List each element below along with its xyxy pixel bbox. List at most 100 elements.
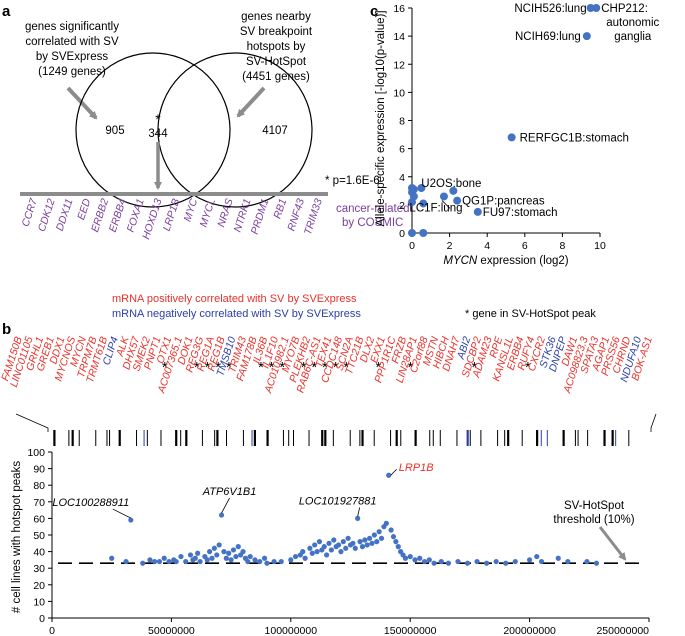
b-point [247, 553, 253, 560]
b-point [407, 553, 413, 560]
b-point [331, 537, 337, 543]
b-point [593, 560, 600, 566]
b-point [302, 555, 308, 561]
gene-star: * [311, 359, 317, 376]
b-point [223, 555, 229, 561]
c-point [453, 196, 462, 205]
c-x-tick-label: 2 [447, 240, 453, 252]
b-point [178, 553, 184, 560]
left-circle-label: genes significantly correlated with SV b… [25, 21, 119, 78]
b-point [140, 560, 146, 566]
b-y-tick-label: 0 [39, 613, 45, 625]
b-point [343, 545, 349, 551]
c-point [592, 4, 601, 12]
right-label-line-3: hotspots by [247, 41, 306, 53]
left-label-line-3: by SVExpress [36, 51, 108, 63]
b-point [464, 560, 471, 566]
overlap-star: * [155, 111, 161, 127]
b-y-tick-label: 70 [33, 497, 45, 509]
b-point [493, 558, 499, 565]
b-y-tick-label: 100 [27, 447, 45, 459]
right-only-count: 4107 [262, 125, 288, 137]
b-point [355, 515, 361, 522]
c-y-tick-label: 14 [393, 31, 405, 43]
gene-star: * [472, 359, 478, 376]
b-y-axis-label: # cell lines with hotspot peaks [11, 461, 23, 613]
c-point [582, 32, 591, 41]
b-point [161, 555, 167, 561]
b-point [364, 542, 370, 548]
b-point [211, 545, 217, 551]
top-gene-labels: FAM150BLINC01105GRHL1GREB1DDX1MYCNOSMYCN… [0, 334, 655, 395]
c-point [439, 192, 448, 201]
gene-star: * [279, 359, 285, 376]
b-point [228, 557, 234, 563]
cosmic-gene: RB1 [271, 197, 289, 220]
bracket-right [650, 413, 657, 432]
b-point [128, 517, 134, 523]
b-point [195, 550, 201, 556]
c-point [417, 184, 426, 192]
left-label-line-2: correlated with SV [25, 36, 119, 48]
b-point [187, 552, 194, 558]
b-point [340, 539, 346, 545]
b-x-tick-label: 250000000 [596, 625, 649, 636]
b-point [534, 553, 540, 560]
b-point [371, 532, 377, 538]
b-point [288, 557, 294, 563]
b-point [362, 537, 368, 543]
b-point [431, 560, 437, 566]
left-label-line-1: genes significantly [25, 21, 119, 33]
c-point-label: U2OS:bone [421, 178, 481, 190]
annotation-leader [221, 497, 230, 514]
gene-star: * [375, 359, 381, 376]
cosmic-label-line-2: by COSMIC [342, 217, 403, 229]
gene-star: * [333, 359, 339, 376]
b-point [240, 549, 246, 555]
right-label-line-1: genes nearby [241, 11, 311, 23]
b-y-tick-label: 10 [33, 596, 45, 608]
cosmic-gene: EED [75, 197, 93, 222]
c-point [449, 186, 458, 195]
b-point [173, 558, 179, 565]
b-point [197, 558, 203, 565]
b-point [426, 557, 432, 563]
b-point [307, 545, 313, 551]
b-point [388, 527, 394, 533]
b-point [204, 557, 210, 563]
b-x-tick-label: 0 [49, 625, 55, 636]
b-x-tick-label: 100000000 [265, 625, 318, 636]
b-point [123, 558, 129, 565]
hotspot-scatter-chart: 0 10 20 30 40 50 60 70 80 90 100 0 50000000 100000000… [11, 447, 650, 636]
gene-star: * [215, 359, 221, 376]
venn-right-circle [157, 52, 313, 208]
panel-c: c 0 2 4 6 8 10 12 14 16 0 2 4 6 8 10 MYCN expression (l… [370, 3, 660, 267]
b-point [257, 558, 263, 565]
overlap-count: 344 [148, 128, 168, 140]
b-point [383, 520, 389, 526]
right-label-line-2: SV breakpoint [240, 26, 313, 38]
left-only-count: 905 [105, 125, 124, 137]
b-point [421, 558, 428, 565]
cosmic-label-line-1: cancer-related [336, 203, 410, 215]
annotation-label: LOC100288911 [52, 497, 129, 509]
panel-label-c: c [370, 3, 378, 20]
right-label-arrow [236, 86, 266, 118]
gene-star: * [162, 359, 168, 376]
c-label-leader [441, 200, 451, 209]
c-y-tick-label: 10 [393, 87, 405, 99]
b-point [350, 540, 356, 546]
c-x-tick-label: 4 [484, 240, 490, 252]
gene-star: * [205, 359, 211, 376]
gene-star: * [322, 359, 328, 376]
b-y-tick-label: 40 [33, 547, 45, 559]
b-point [109, 555, 115, 561]
b-point [412, 557, 418, 563]
b-point [230, 547, 237, 553]
b-point [402, 555, 409, 561]
left-label-line-4: (1249 genes) [38, 66, 106, 78]
c-x-tick-label: 10 [594, 240, 606, 252]
gene-star: * [525, 359, 531, 376]
c-point [419, 229, 428, 237]
